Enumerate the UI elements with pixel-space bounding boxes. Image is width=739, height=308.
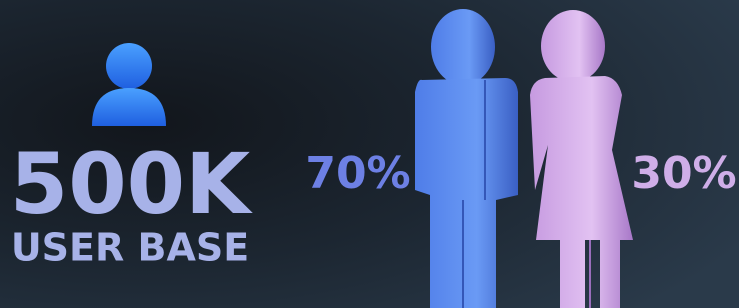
female-percent: 30% [631,148,736,199]
stat-label: USER BASE [11,226,249,270]
page: {"stat": {"value": "500K", "label": "USE… [0,0,739,308]
infographic: 500K USER BASE 70% 30% [0,0,739,308]
stat-value: 500K [10,135,253,233]
male-percent: 70% [305,148,410,199]
